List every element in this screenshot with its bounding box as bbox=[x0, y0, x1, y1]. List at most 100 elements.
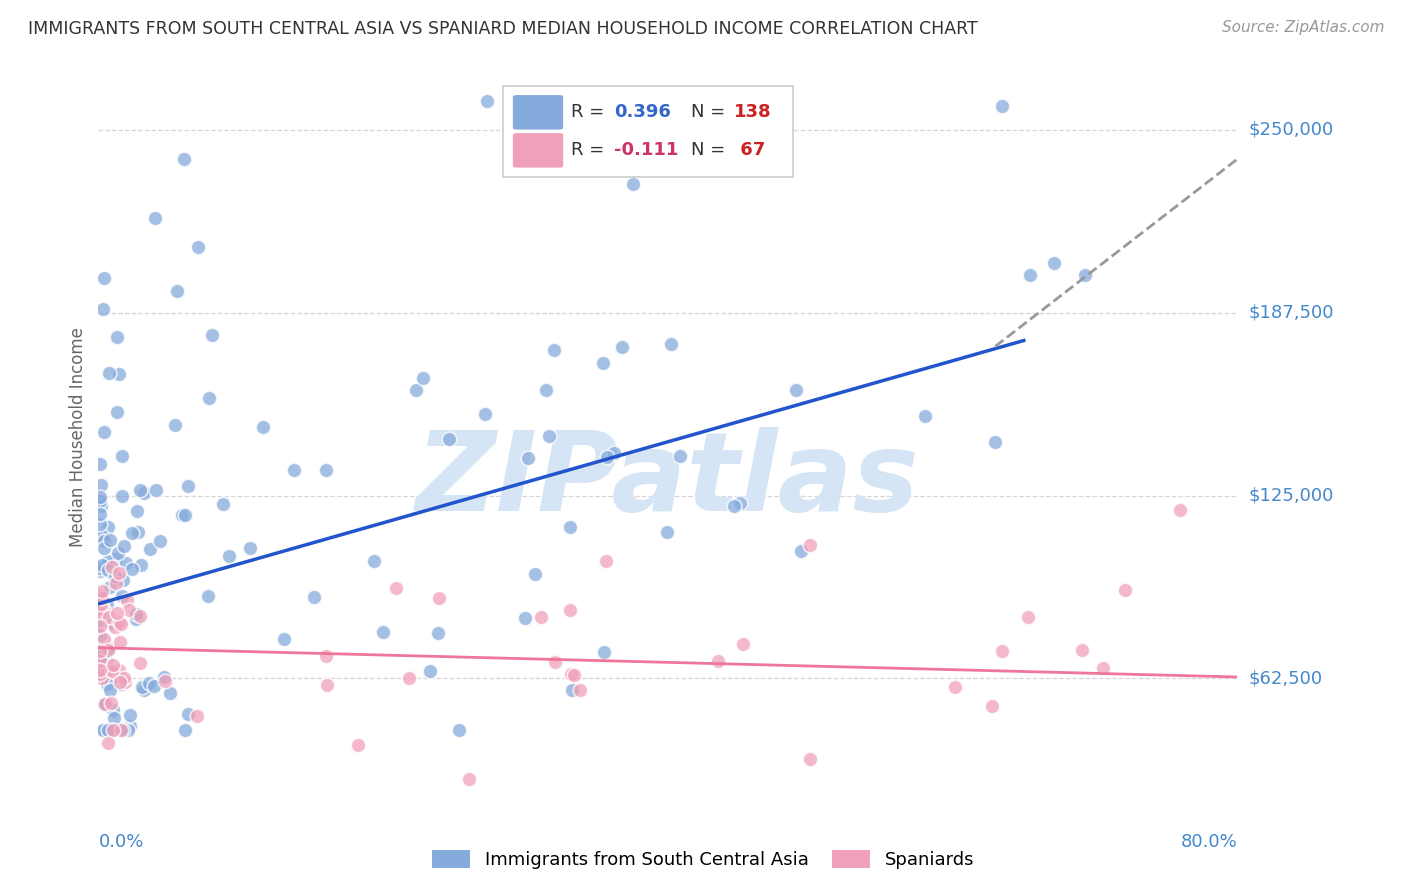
Point bbox=[457, 772, 479, 787]
Point bbox=[89, 613, 111, 627]
Point bbox=[89, 564, 111, 578]
Point bbox=[90, 499, 112, 513]
Point bbox=[990, 99, 1012, 113]
Point bbox=[728, 496, 751, 510]
Point bbox=[111, 589, 134, 603]
Point bbox=[252, 419, 274, 434]
Point bbox=[89, 619, 111, 633]
Point bbox=[315, 677, 337, 691]
Point bbox=[707, 654, 730, 668]
Point bbox=[1091, 661, 1114, 675]
Point bbox=[621, 178, 644, 192]
Point bbox=[474, 408, 496, 422]
Point bbox=[152, 670, 174, 684]
Text: ZIPatlas: ZIPatlas bbox=[416, 427, 920, 534]
Point bbox=[534, 383, 557, 397]
Point bbox=[101, 703, 124, 717]
Point bbox=[108, 615, 131, 629]
Point bbox=[385, 581, 408, 595]
Point bbox=[104, 568, 127, 582]
Text: $125,000: $125,000 bbox=[1249, 487, 1334, 505]
Point bbox=[132, 683, 155, 698]
Point bbox=[562, 668, 585, 682]
Point bbox=[239, 541, 262, 555]
Point bbox=[558, 520, 581, 534]
Point bbox=[89, 663, 111, 677]
Point bbox=[97, 563, 120, 577]
Point bbox=[101, 664, 124, 678]
Point bbox=[93, 605, 115, 619]
Point bbox=[134, 486, 156, 500]
Point bbox=[1017, 610, 1039, 624]
Point bbox=[592, 645, 614, 659]
Point bbox=[91, 723, 114, 737]
Point bbox=[114, 675, 136, 690]
Text: 67: 67 bbox=[734, 141, 765, 160]
Point bbox=[363, 554, 385, 568]
Point bbox=[107, 368, 129, 382]
Point bbox=[110, 635, 132, 649]
Point bbox=[371, 624, 394, 639]
Y-axis label: Median Household Income: Median Household Income bbox=[69, 327, 87, 547]
Point bbox=[1043, 256, 1066, 270]
Point bbox=[91, 584, 114, 599]
Point bbox=[107, 546, 129, 560]
Point bbox=[97, 520, 120, 534]
Point bbox=[790, 543, 813, 558]
Point bbox=[90, 477, 112, 491]
Point bbox=[89, 666, 111, 681]
Point bbox=[93, 541, 115, 556]
Point bbox=[115, 593, 138, 607]
Point bbox=[659, 336, 682, 351]
Point bbox=[914, 409, 936, 424]
Point bbox=[166, 284, 188, 298]
Point bbox=[91, 591, 114, 605]
Point bbox=[104, 551, 127, 566]
Point bbox=[733, 637, 755, 651]
Point bbox=[96, 598, 118, 612]
Point bbox=[100, 616, 122, 631]
Point bbox=[89, 494, 111, 508]
Point bbox=[125, 612, 148, 626]
Text: 0.0%: 0.0% bbox=[98, 833, 143, 851]
Point bbox=[513, 611, 536, 625]
Point bbox=[1071, 643, 1094, 657]
Point bbox=[100, 697, 122, 711]
Point bbox=[98, 683, 121, 698]
Point bbox=[89, 654, 111, 668]
Point bbox=[107, 329, 129, 343]
Point bbox=[302, 591, 325, 605]
Point bbox=[89, 644, 111, 658]
Point bbox=[427, 626, 450, 640]
Point bbox=[105, 669, 128, 683]
Point bbox=[108, 674, 131, 689]
Point bbox=[439, 432, 461, 446]
Point bbox=[96, 655, 118, 669]
Point bbox=[89, 457, 111, 471]
Point bbox=[785, 383, 807, 397]
Point bbox=[111, 573, 134, 587]
Point bbox=[603, 445, 626, 459]
Point bbox=[475, 94, 498, 108]
Point bbox=[1019, 268, 1042, 282]
Point bbox=[127, 524, 149, 539]
Point bbox=[90, 599, 112, 613]
Point bbox=[94, 698, 117, 712]
Point bbox=[97, 554, 120, 568]
Point bbox=[163, 417, 186, 432]
Point bbox=[655, 524, 678, 539]
Point bbox=[981, 699, 1004, 714]
FancyBboxPatch shape bbox=[512, 94, 564, 130]
Point bbox=[143, 680, 166, 694]
Point bbox=[89, 491, 111, 505]
Point bbox=[530, 609, 553, 624]
Point bbox=[174, 508, 197, 522]
Point bbox=[131, 680, 153, 694]
Point bbox=[118, 719, 141, 733]
Point bbox=[177, 479, 200, 493]
Point bbox=[97, 558, 120, 573]
FancyBboxPatch shape bbox=[512, 132, 564, 169]
Point bbox=[1170, 503, 1192, 517]
Point bbox=[97, 640, 120, 655]
Point bbox=[129, 483, 152, 497]
